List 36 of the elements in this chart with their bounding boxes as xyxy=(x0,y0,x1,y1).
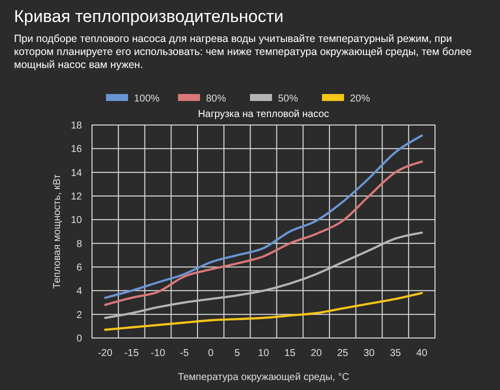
y-tick-label: 8 xyxy=(76,238,82,250)
x-tick-label: 25 xyxy=(337,348,349,359)
y-tick-label: 18 xyxy=(70,120,82,132)
y-tick-label: 14 xyxy=(70,168,82,179)
legend-label: 100% xyxy=(134,94,160,104)
legend-title: Нагрузка на тепловой насос xyxy=(198,109,330,120)
y-axis-title: Тепловая мощность, кВт xyxy=(52,174,63,289)
y-tick-label: 6 xyxy=(76,262,82,274)
x-tick-label: -10 xyxy=(150,348,166,359)
y-tick-label: 0 xyxy=(76,334,82,344)
x-tick-label: -20 xyxy=(98,348,113,359)
legend-label: 50% xyxy=(278,94,298,104)
x-tick-label: -15 xyxy=(124,348,140,359)
x-tick-label: 35 xyxy=(390,348,402,359)
chart-title: Кривая теплопроизводительности xyxy=(14,7,284,26)
x-tick-label: -5 xyxy=(180,348,190,359)
x-tick-label: 40 xyxy=(416,348,428,359)
legend-label: 80% xyxy=(206,94,226,104)
line-series xyxy=(104,160,423,306)
y-tick-label: 16 xyxy=(70,144,82,156)
line-series xyxy=(104,292,423,331)
x-tick-label: 0 xyxy=(208,348,214,359)
line-series xyxy=(104,232,423,319)
y-tick-label: 4 xyxy=(76,286,82,298)
x-axis-title: Температура окружающей среды, °C xyxy=(178,372,350,383)
y-tick-label: 12 xyxy=(70,192,82,202)
x-tick-label: 5 xyxy=(234,348,240,359)
y-tick-label: 2 xyxy=(76,310,82,321)
x-tick-label: 30 xyxy=(363,348,376,359)
legend-label: 20% xyxy=(350,94,370,104)
x-tick-label: 20 xyxy=(310,348,322,359)
line-series xyxy=(104,134,423,299)
x-tick-label: 10 xyxy=(258,348,270,359)
chart-subtitle: При подборе теплового насоса для нагрева воды учитывайте температурный режим, при котором планируете его использовать: чем ниже температура окружающей среды, тем более мощный насос вам нужен. xyxy=(14,33,472,71)
x-tick-label: 15 xyxy=(284,348,296,359)
y-tick-label: 10 xyxy=(70,215,82,226)
